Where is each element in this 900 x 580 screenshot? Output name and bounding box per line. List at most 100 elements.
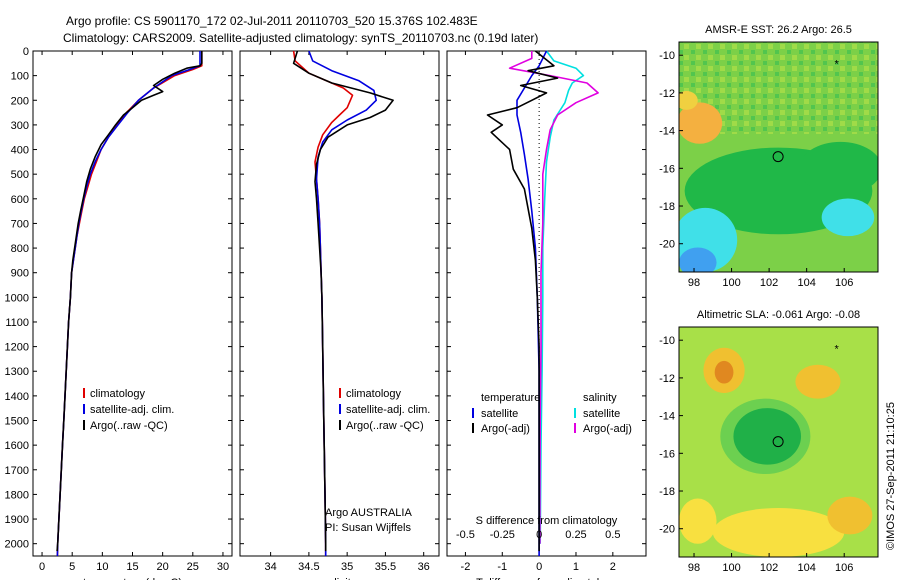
y-tick-label: 1700 [5,465,29,477]
x-tick-label: 2 [610,561,616,573]
y-tick-label: 1800 [5,489,29,501]
legend-label: satellite-adj. clim. [346,404,430,416]
sst-map-panel: AMSR-E SST: 26.2 Argo: 26.5 * 98 100 102 104 1… [659,24,879,289]
x-tick-label: 10 [96,561,108,573]
y-tick-label: -20 [659,239,675,251]
legend-label: satellite [583,408,620,420]
x-tick-label: 106 [835,277,853,289]
x-tick-label: 25 [187,561,199,573]
map-field [679,42,878,272]
x-axis-label: temperature (deg C) [83,577,182,580]
x-tick-label: 104 [797,277,815,289]
figure-title-line1: Argo profile: CS 5901170_172 02-Jul-2011… [66,14,478,28]
x-tick-label: 104 [797,562,815,574]
map-feature [795,364,841,399]
map-feature [679,498,717,544]
y-tick-label: 1300 [5,366,29,378]
legend-label: climatology [90,388,146,400]
series-line-argo-raw-qc- [56,51,203,552]
x-axis-label: salinity [323,577,357,580]
plot-frame [32,50,233,557]
x-tick-label: 106 [835,562,853,574]
x-tick-label: 35.5 [375,561,396,573]
salinity-profile-panel: 34 34.5 35 35.5 36 salinity climatology satelli… [239,50,440,580]
y-tick-label: -12 [659,88,675,100]
map-field [679,327,878,557]
y-tick-label: 1900 [5,514,29,526]
y-tick-label: 1100 [5,317,29,329]
salinity-diff-tick-label: -0.25 [490,529,515,541]
x-axis-label: T difference from climatology [476,577,617,580]
map-feature [733,408,802,465]
y-tick-label: 700 [11,218,29,230]
legend-label: Argo(..raw -QC) [346,420,424,432]
x-tick-label: 102 [760,562,778,574]
imos-watermark: ©IMOS 27-Sep-2011 21:10:25 [885,402,897,550]
legend-label: satellite [481,408,518,420]
y-tick-label: 1400 [5,391,29,403]
y-tick-label: -10 [659,335,675,347]
star-marker: * [835,344,840,356]
map-feature [827,496,873,535]
map-feature [799,141,878,195]
map-feature [821,198,875,237]
x-tick-label: 34.5 [298,561,319,573]
y-tick-label: -10 [659,50,675,62]
map-frame [678,41,879,273]
argo-position-marker [772,151,784,163]
x-tick-label: 5 [69,561,75,573]
argo-pi-annotation: PI: Susan Wijffels [325,522,411,534]
x-tick-label: 102 [760,277,778,289]
y-tick-label: 300 [11,120,29,132]
map-feature [679,102,723,144]
map-feature [679,91,698,110]
y-tick-label: 1600 [5,440,29,452]
star-marker: * [835,59,840,71]
plot-frame [239,50,440,557]
temperature-profile-panel: 0100200300400500600700800900100011001200… [5,46,233,580]
x-tick-label: 100 [722,562,740,574]
legend-label: climatology [346,388,402,400]
x-tick-label: 20 [157,561,169,573]
salinity-diff-axis-label: S difference from climatology [476,515,618,527]
map-feature [714,360,734,384]
y-tick-label: 600 [11,194,29,206]
argo-position-marker [772,436,784,448]
map-frame [678,326,879,558]
y-tick-label: -16 [659,448,675,460]
x-tick-label: 34 [264,561,276,573]
salinity-diff-tick-label: 0.5 [605,529,620,541]
y-tick-label: 900 [11,268,29,280]
x-tick-label: 100 [722,277,740,289]
y-tick-label: 0 [23,46,29,58]
x-tick-label: 0 [39,561,45,573]
x-tick-label: 36 [418,561,430,573]
map-feature [712,507,845,557]
map-feature [679,247,717,272]
y-tick-label: 1500 [5,416,29,428]
x-tick-label: 35 [341,561,353,573]
salinity-diff-tick-label: 0.25 [565,529,586,541]
legend-label: satellite-adj. clim. [90,404,174,416]
legend-label: Argo(-adj) [481,423,530,435]
legend-label: Argo(..raw -QC) [90,420,168,432]
x-tick-label: 98 [688,562,700,574]
sla-map-panel: Altimetric SLA: -0.061 Argo: -0.08 * 98 100… [659,309,879,574]
legend-title-temperature: temperature [481,392,540,404]
difference-profile-panel: -2 -1 0 1 2 T difference from climatology -0.5… [446,50,647,580]
x-tick-label: 0 [536,561,542,573]
series-line-satellite [539,50,585,544]
y-tick-label: -12 [659,373,675,385]
argo-owner-annotation: Argo AUSTRALIA [325,507,412,519]
x-tick-label: -2 [461,561,471,573]
legend-title-salinity: salinity [583,392,617,404]
y-tick-label: 500 [11,169,29,181]
y-tick-label: 800 [11,243,29,255]
x-tick-label: 1 [573,561,579,573]
y-tick-label: 1000 [5,292,29,304]
plot-frame [446,50,647,557]
y-tick-label: 200 [11,95,29,107]
salinity-diff-tick-label: -0.5 [456,529,475,541]
x-tick-label: 30 [217,561,229,573]
